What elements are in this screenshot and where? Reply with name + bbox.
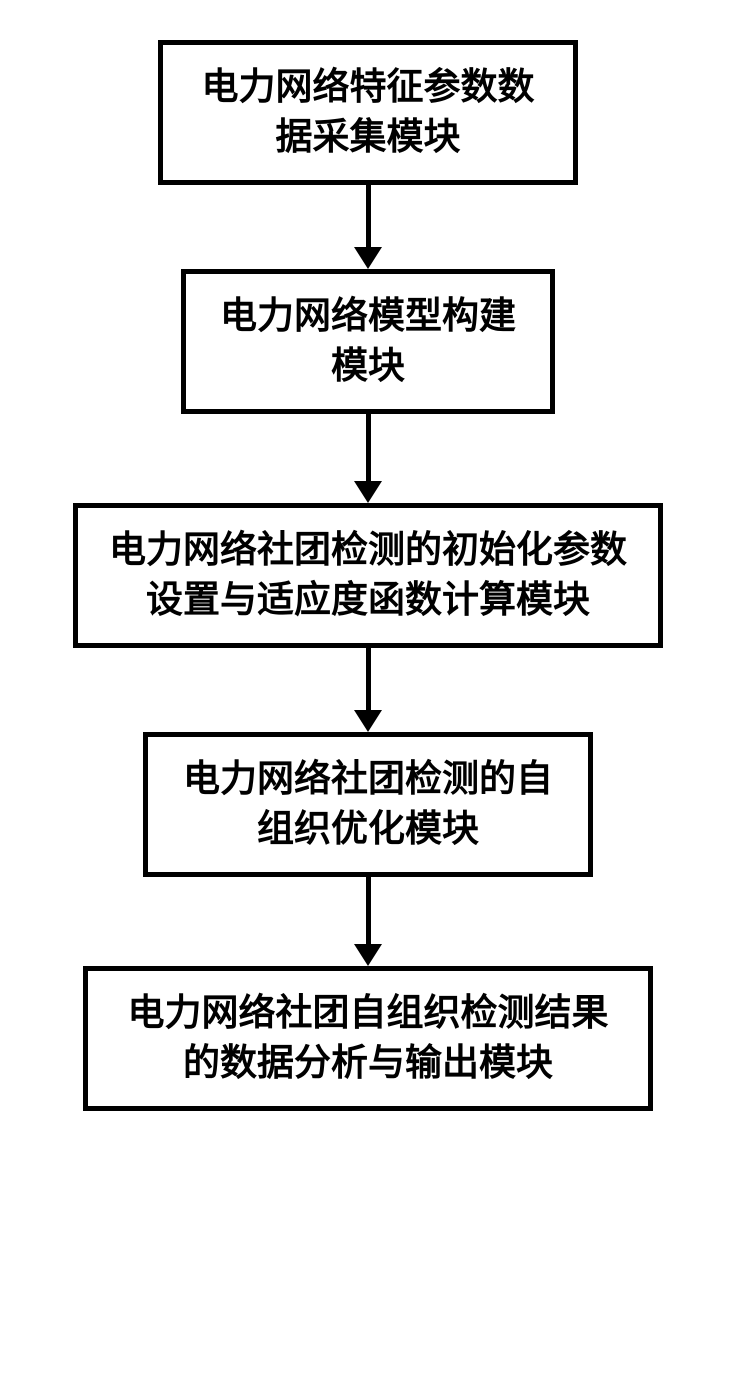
- arrow-line: [366, 877, 371, 945]
- flow-node-data-collection: 电力网络特征参数数据采集模块: [158, 40, 578, 185]
- node-label: 电力网络社团检测的自组织优化模块: [172, 755, 564, 855]
- flow-node-model-construction: 电力网络模型构建模块: [181, 269, 555, 414]
- arrow-line: [366, 185, 371, 248]
- flow-node-self-organization-optimization: 电力网络社团检测的自组织优化模块: [143, 732, 593, 877]
- arrow-line: [366, 648, 371, 711]
- arrow-line: [366, 414, 371, 482]
- node-label: 电力网络特征参数数据采集模块: [187, 63, 549, 163]
- flow-node-initialization-fitness: 电力网络社团检测的初始化参数设置与适应度函数计算模块: [73, 503, 663, 648]
- node-label: 电力网络社团检测的初始化参数设置与适应度函数计算模块: [102, 526, 634, 626]
- arrow-3: [354, 648, 382, 732]
- flowchart-container: 电力网络特征参数数据采集模块 电力网络模型构建模块 电力网络社团检测的初始化参数…: [73, 40, 663, 1111]
- flow-node-analysis-output: 电力网络社团自组织检测结果的数据分析与输出模块: [83, 966, 653, 1111]
- arrow-4: [354, 877, 382, 966]
- arrow-1: [354, 185, 382, 269]
- arrow-head-icon: [354, 247, 382, 269]
- arrow-head-icon: [354, 481, 382, 503]
- arrow-head-icon: [354, 710, 382, 732]
- node-label: 电力网络模型构建模块: [210, 292, 526, 392]
- node-label: 电力网络社团自组织检测结果的数据分析与输出模块: [112, 989, 624, 1089]
- arrow-head-icon: [354, 944, 382, 966]
- arrow-2: [354, 414, 382, 503]
